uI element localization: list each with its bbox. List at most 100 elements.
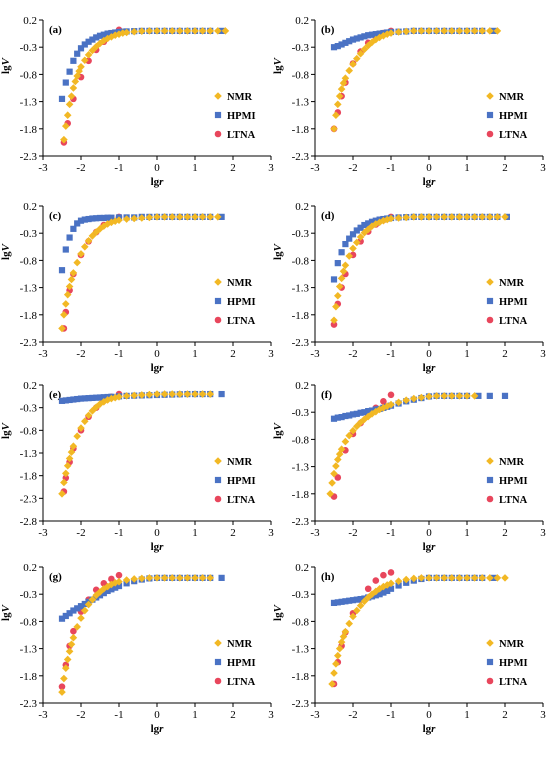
y-tick-label: -2.3: [20, 151, 38, 163]
nmr-data-point: [84, 600, 93, 609]
y-axis-label-part: V: [0, 603, 12, 612]
x-tick-label: 2: [230, 709, 236, 721]
legend-label-ltna: LTNA: [499, 316, 528, 327]
x-axis-label-part: lg: [151, 362, 160, 374]
nmr-data-point: [88, 232, 97, 240]
nmr-data-point: [67, 92, 76, 100]
nmr-data-point: [379, 216, 388, 225]
nmr-data-point: [394, 577, 403, 585]
hpmi-data-point: [108, 214, 115, 221]
y-axis-label-part: lg: [272, 612, 284, 621]
nmr-data-point: [115, 577, 123, 586]
hpmi-data-point: [104, 214, 111, 221]
nmr-data-point: [198, 27, 207, 35]
nmr-data-point: [375, 218, 384, 227]
x-tick-label: 3: [268, 527, 274, 539]
legend-label-ltna: LTNA: [499, 495, 528, 506]
nmr-data-point: [198, 213, 207, 221]
x-tick-label: 3: [540, 162, 546, 174]
x-axis-label-part: lg: [151, 723, 160, 735]
chart-panel-f: -3 -2 -1 0 1 2 30.2-0.3-0.8-1.3-1.8-2.3lgrlgV(…: [272, 380, 546, 553]
hpmi-data-point: [376, 591, 383, 598]
hpmi-data-point: [342, 39, 349, 46]
x-tick-label: -3: [38, 527, 48, 539]
hpmi-data-point: [58, 397, 66, 404]
y-tick-label: -1.3: [20, 448, 38, 460]
nmr-data-point: [341, 437, 350, 446]
nmr-data-point: [334, 455, 342, 464]
nmr-data-point: [349, 244, 357, 253]
hpmi-data-point: [342, 412, 349, 420]
hpmi-data-point: [372, 31, 379, 38]
hpmi-data-point: [77, 395, 85, 402]
hpmi-data-point: [218, 390, 225, 398]
hpmi-data-point: [62, 246, 69, 253]
ltna-data-point: [58, 683, 66, 690]
y-tick-label: -0.3: [292, 42, 310, 54]
hpmi-data-point: [100, 31, 107, 38]
y-axis-label-part: lg: [0, 612, 12, 621]
y-tick-label: -0.3: [292, 407, 310, 419]
legend-marker-ltna: [486, 130, 494, 138]
legend-marker-hpmi: [214, 658, 222, 666]
nmr-data-point: [122, 576, 131, 584]
hpmi-data-point: [387, 585, 395, 592]
y-tick-label: -2.3: [292, 337, 310, 349]
ltna-data-point: [334, 474, 342, 481]
nmr-data-point: [334, 100, 342, 109]
hpmi-data-point: [365, 220, 372, 227]
nmr-data-point: [130, 27, 138, 36]
legend-marker-nmr: [486, 92, 494, 100]
nmr-data-point: [448, 574, 456, 582]
nmr-data-point: [206, 213, 214, 221]
hpmi-data-point: [89, 36, 96, 43]
nmr-data-point: [168, 27, 176, 35]
nmr-data-point: [470, 213, 479, 221]
nmr-data-point: [100, 222, 108, 230]
nmr-data-point: [417, 213, 426, 221]
nmr-data-point: [77, 614, 85, 622]
nmr-data-point: [387, 579, 395, 588]
hpmi-data-point: [330, 415, 338, 422]
nmr-data-point: [96, 400, 104, 408]
x-tick-label: -2: [348, 162, 357, 174]
hpmi-data-point: [70, 225, 77, 232]
x-tick-label: -1: [386, 709, 395, 721]
legend-marker-ltna: [214, 130, 222, 138]
x-tick-label: -1: [386, 527, 395, 539]
nmr-data-point: [73, 432, 81, 441]
nmr-data-point: [335, 282, 344, 291]
legend-label-hpmi: HPMI: [227, 111, 256, 122]
y-tick-label: -0.8: [20, 616, 38, 628]
legend-marker-ltna: [486, 677, 494, 685]
nmr-data-point: [183, 574, 192, 582]
nmr-data-point: [60, 674, 68, 683]
nmr-data-point: [410, 394, 418, 403]
hpmi-data-point: [353, 410, 360, 417]
x-tick-label: 0: [154, 709, 160, 721]
nmr-data-point: [330, 669, 338, 677]
nmr-data-point: [130, 214, 138, 223]
nmr-data-point: [440, 574, 448, 582]
y-tick-label: 0.2: [23, 380, 37, 392]
legend-label-hpmi: HPMI: [227, 658, 256, 669]
nmr-data-point: [345, 431, 353, 440]
nmr-data-point: [176, 213, 184, 221]
nmr-data-point: [69, 269, 78, 277]
hpmi-data-point: [66, 234, 73, 241]
nmr-data-point: [360, 597, 369, 606]
nmr-data-point: [198, 390, 207, 398]
y-tick-label: 0.2: [295, 380, 309, 392]
x-axis-label-part: lg: [423, 362, 432, 374]
hpmi-data-point: [58, 95, 66, 102]
nmr-data-point: [160, 390, 169, 398]
nmr-data-point: [478, 574, 486, 582]
legend-label-ltna: LTNA: [227, 495, 256, 506]
hpmi-data-point: [96, 32, 104, 39]
y-axis-label-part: lg: [0, 430, 12, 439]
nmr-data-point: [326, 490, 334, 498]
nmr-data-point: [58, 324, 66, 333]
y-axis-label-part: V: [0, 421, 12, 430]
hpmi-data-point: [346, 597, 353, 604]
x-tick-label: -2: [76, 709, 85, 721]
